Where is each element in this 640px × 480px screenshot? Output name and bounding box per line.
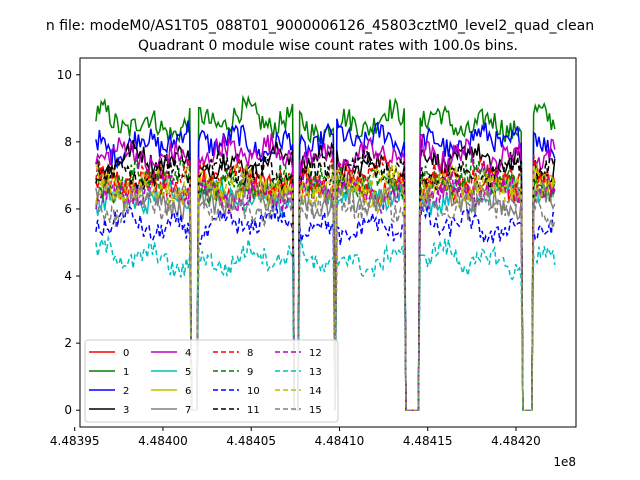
figure-suptitle: n file: modeM0/AS1T05_088T01_9000006126_… — [46, 18, 594, 34]
series-line-2 — [95, 118, 556, 411]
legend-label-11: 11 — [247, 405, 260, 416]
legend-label-0: 0 — [123, 348, 129, 359]
chart-title: Quadrant 0 module wise count rates with … — [138, 38, 518, 54]
x-tick-label: 4.48420 — [491, 434, 541, 448]
legend-label-10: 10 — [247, 386, 260, 397]
y-tick-label: 2 — [64, 336, 72, 350]
x-tick-label: 4.48410 — [315, 434, 365, 448]
x-tick-label: 4.48400 — [138, 434, 188, 448]
series-line-4 — [95, 133, 556, 411]
series-line-10 — [95, 204, 556, 411]
legend-label-12: 12 — [309, 348, 322, 359]
legend-label-3: 3 — [123, 405, 129, 416]
plot-frame — [79, 57, 577, 428]
series-layer — [95, 94, 556, 411]
series-line-9 — [95, 156, 556, 411]
x-tick-label: 4.48395 — [50, 434, 100, 448]
legend-label-7: 7 — [185, 405, 191, 416]
legend-label-9: 9 — [247, 367, 253, 378]
legend-label-4: 4 — [185, 348, 191, 359]
legend-label-1: 1 — [123, 367, 129, 378]
legend-label-2: 2 — [123, 386, 129, 397]
series-line-13 — [95, 234, 556, 411]
y-tick-label: 10 — [57, 68, 72, 82]
y-tick-label: 4 — [64, 269, 72, 283]
legend-label-6: 6 — [185, 386, 191, 397]
x-tick-label: 4.48415 — [403, 434, 453, 448]
legend-label-8: 8 — [247, 348, 253, 359]
y-tick-label: 0 — [64, 403, 72, 417]
y-tick-label: 8 — [64, 135, 72, 149]
legend-label-13: 13 — [309, 367, 322, 378]
legend-label-14: 14 — [309, 386, 322, 397]
series-line-11 — [95, 149, 556, 411]
legend-box — [84, 339, 339, 423]
y-tick-label: 6 — [64, 202, 72, 216]
legend-label-15: 15 — [309, 405, 322, 416]
x-tick-label: 4.48405 — [226, 434, 276, 448]
x-axis: 4.48395 4.48400 4.48405 4.48410 4.48415 4.484… — [50, 427, 541, 448]
series-line-15 — [95, 182, 556, 411]
y-axis: 0 2 4 6 8 10 — [57, 68, 80, 417]
x-axis-offset-label: 1e8 — [553, 455, 576, 469]
series-line-14 — [95, 163, 556, 411]
legend-label-5: 5 — [185, 367, 191, 378]
